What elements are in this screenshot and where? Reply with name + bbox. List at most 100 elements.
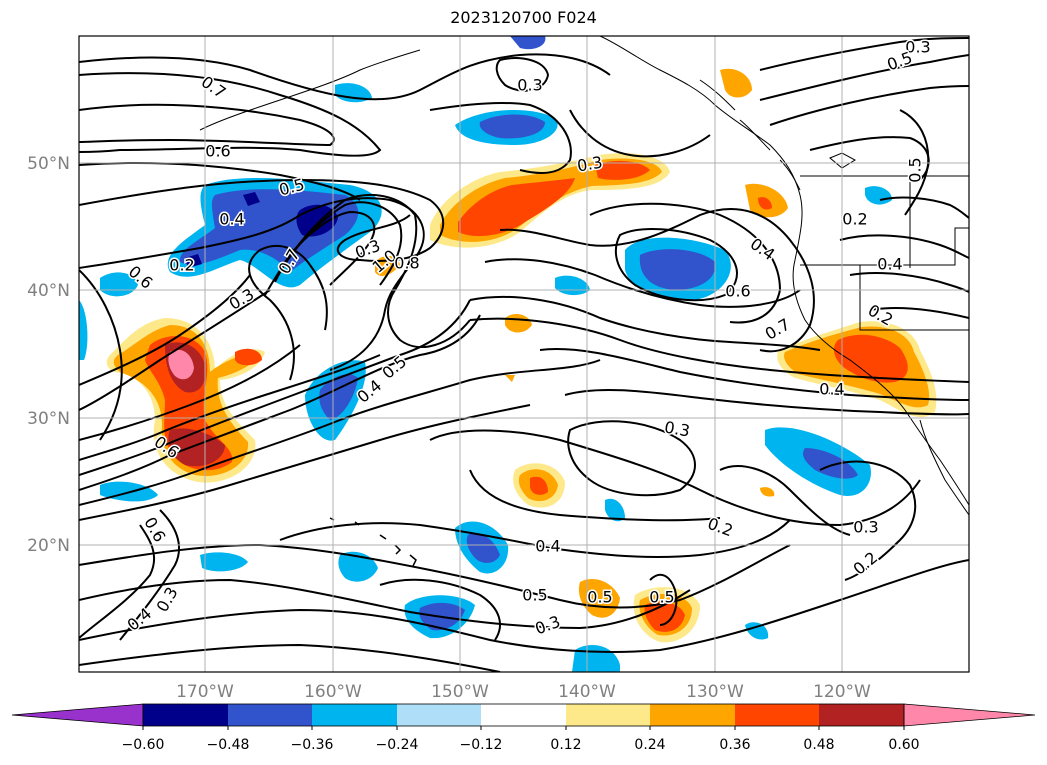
positive-anomaly-region (458, 160, 650, 237)
contour-label: 0.8 (394, 254, 419, 273)
colorbar-ticks (142, 726, 905, 730)
border-line (800, 176, 969, 268)
colorbar-segment (650, 704, 735, 726)
colorbar-tick-label: 0.24 (634, 737, 665, 753)
colorbar-segment (312, 704, 397, 726)
lon-label: 170°W (176, 682, 234, 702)
contour-line (279, 519, 791, 559)
positive-anomaly-region (833, 334, 908, 383)
lon-label: 140°W (558, 682, 616, 702)
contour-line (79, 274, 251, 386)
lon-label: 130°W (686, 682, 744, 702)
contour-line (79, 178, 445, 262)
contour-line (379, 578, 501, 641)
contour-line (899, 109, 930, 216)
negative-anomaly-region (510, 36, 546, 50)
contour-line (719, 465, 851, 536)
contour-line (839, 234, 969, 259)
contour-line (614, 227, 738, 302)
negative-anomaly-region (319, 374, 358, 420)
negative-anomaly-region (639, 249, 716, 290)
border-line (859, 265, 969, 331)
negative-anomaly-region (803, 448, 858, 479)
contour-label: 0.2 (169, 256, 194, 275)
contour-line (79, 524, 156, 639)
contour-label: 0.4 (819, 380, 844, 399)
contour-line (469, 469, 721, 522)
positive-anomaly-region (168, 349, 194, 380)
colorbar-tick-label: 0.36 (719, 737, 750, 753)
negative-anomaly-region (200, 552, 248, 572)
colorbar-segment (819, 704, 904, 726)
negative-anomaly-region (745, 622, 769, 640)
contour-line (79, 344, 301, 441)
colorbar-tick-label: −0.48 (207, 737, 250, 753)
map-plot-area (79, 36, 969, 672)
contour-line (79, 404, 531, 521)
contour-line (567, 420, 696, 497)
lon-label: 150°W (431, 682, 489, 702)
contour-line (79, 53, 611, 101)
contour-line (879, 196, 969, 219)
contour-line (79, 543, 791, 609)
latitude-labels: 50°N 40°N 30°N 20°N (27, 154, 70, 556)
colorbar-tick-label: 0.48 (803, 737, 834, 753)
graticule (79, 36, 969, 672)
lon-label: 120°W (813, 682, 871, 702)
negative-anomaly-region (466, 532, 500, 563)
lat-label: 40°N (27, 281, 70, 301)
contour-line (79, 314, 481, 491)
contour-line (495, 57, 550, 92)
shaded-anomalies (79, 36, 937, 672)
contour-line (79, 289, 271, 411)
contour-line (79, 559, 969, 653)
longitude-labels: 170°W 160°W 150°W 140°W 130°W 120°W (176, 682, 871, 702)
negative-anomaly-region (605, 498, 625, 522)
contour-line (769, 85, 969, 126)
contour-line (119, 509, 180, 641)
contour-line (79, 578, 691, 630)
contour-line (79, 359, 601, 506)
contour-label: 0.5 (587, 588, 612, 607)
colorbar-tick-label: −0.60 (122, 737, 165, 753)
negative-anomaly-region (79, 300, 88, 360)
colorbar-tick-label: 0.60 (888, 737, 919, 753)
contour-label: 0.4 (535, 537, 560, 556)
contour-line (248, 245, 328, 381)
map-title: 2023120700 F024 (450, 8, 597, 27)
contour-line (79, 354, 381, 461)
contour-line (79, 72, 382, 157)
positive-anomaly-region (720, 68, 752, 98)
contour-line (499, 208, 815, 353)
contour-line (484, 258, 801, 308)
contour-label: 0.2 (842, 210, 867, 229)
colorbar-tick-label: −0.36 (291, 737, 334, 753)
contour-line (819, 460, 917, 581)
negative-anomaly-region (865, 186, 892, 205)
lat-label: 50°N (27, 154, 70, 174)
map-frame (78, 35, 970, 673)
contour-line (589, 202, 782, 324)
negative-anomaly-region (185, 192, 260, 268)
coastline (919, 419, 969, 516)
contour-line (869, 306, 969, 319)
negative-anomaly-region (479, 114, 545, 139)
colorbar-segment (566, 704, 650, 726)
colorbar-tick-label: −0.12 (460, 737, 503, 753)
contour-line (79, 643, 501, 672)
contour-line (759, 54, 969, 101)
contour-line (469, 295, 821, 351)
contour-line (469, 317, 969, 383)
contour-label: 0.5 (906, 157, 925, 182)
contour-line (264, 194, 471, 349)
contour-label: 0.6 (205, 142, 230, 161)
colorbar-segment (143, 704, 228, 726)
coastline (829, 152, 857, 169)
political-borders (800, 175, 969, 331)
contour-line (564, 389, 969, 416)
contour-line (649, 573, 678, 626)
lon-label: 160°W (304, 682, 362, 702)
contour-label: 0.3 (853, 518, 878, 537)
colorbar-segment (481, 704, 566, 726)
